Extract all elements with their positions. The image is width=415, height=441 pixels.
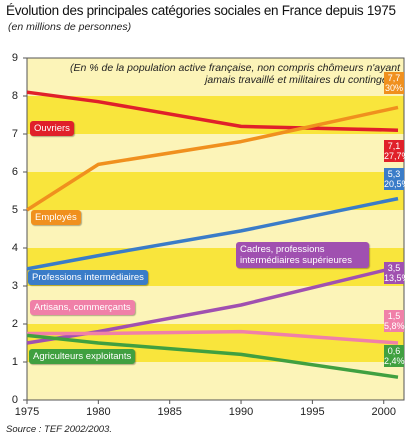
y-tick-label: 6 <box>12 166 18 178</box>
y-tick-label: 1 <box>12 356 18 368</box>
series-line <box>26 196 399 271</box>
end-label: 0,6 2,4% <box>384 345 405 367</box>
end-label: 3,5 13,5% <box>384 262 410 284</box>
x-tick-label: 1995 <box>300 406 324 418</box>
x-tick-label: 1980 <box>86 406 110 418</box>
y-tick-label: 9 <box>12 52 18 64</box>
x-tick-label: 1990 <box>229 406 253 418</box>
end-label: 1,5 5,8% <box>384 310 405 332</box>
plot-frame <box>26 57 405 401</box>
band <box>27 58 404 96</box>
series-line <box>26 105 399 212</box>
series-label: Cadres, professions intermédiaires supér… <box>236 242 369 268</box>
series-line <box>26 90 399 132</box>
series-label: Artisans, commerçants <box>30 300 135 315</box>
end-value-label: 1,5 <box>387 311 401 321</box>
y-tick-label: 2 <box>12 318 18 330</box>
end-share-label: 20,5% <box>384 179 410 189</box>
chart-title: Évolution des principales catégories soc… <box>6 3 396 18</box>
band <box>27 210 404 248</box>
end-value-label: 0,6 <box>387 346 401 356</box>
x-tick-label: 1975 <box>15 406 39 418</box>
end-share-label: 2,4% <box>384 356 405 366</box>
chart-subtitle: (en millions de personnes) <box>8 21 132 33</box>
source: Source : TEF 2002/2003. <box>6 424 112 435</box>
annotation: (En % de la population active française,… <box>69 62 400 86</box>
y-tick-label: 7 <box>12 128 18 140</box>
end-share-label: 13,5% <box>384 273 410 283</box>
y-tick-label: 3 <box>12 280 18 292</box>
end-value-label: 3,5 <box>387 263 401 273</box>
band <box>27 172 404 210</box>
x-tick-label: 1985 <box>157 406 181 418</box>
end-value-label: 7,1 <box>387 141 401 151</box>
end-share-label: 5,8% <box>384 321 405 331</box>
end-label: 7,1 27,7% <box>384 140 410 162</box>
band <box>27 134 404 172</box>
series-label: Professions intermédiaires <box>28 270 148 285</box>
end-share-label: 30% <box>384 83 403 93</box>
y-tick-label: 4 <box>12 242 18 254</box>
series-label: Agriculteurs exploitants <box>29 349 136 364</box>
series-line <box>26 265 399 345</box>
y-tick-label: 8 <box>12 90 18 102</box>
end-label: 5,3 20,5% <box>384 168 410 190</box>
y-tick-label: 0 <box>12 394 18 406</box>
series-line <box>27 329 399 345</box>
end-share-label: 27,7% <box>384 151 410 161</box>
series-line <box>26 333 399 379</box>
x-tick-label: 2000 <box>371 406 395 418</box>
series-label: Ouvriers <box>30 121 74 136</box>
end-label: 7,7 30% <box>384 72 404 94</box>
y-tick-label: 5 <box>12 204 18 216</box>
end-value-label: 7,7 <box>387 73 401 83</box>
band <box>27 362 404 400</box>
series-label: Employés <box>31 210 81 225</box>
end-value-label: 5,3 <box>387 169 401 179</box>
